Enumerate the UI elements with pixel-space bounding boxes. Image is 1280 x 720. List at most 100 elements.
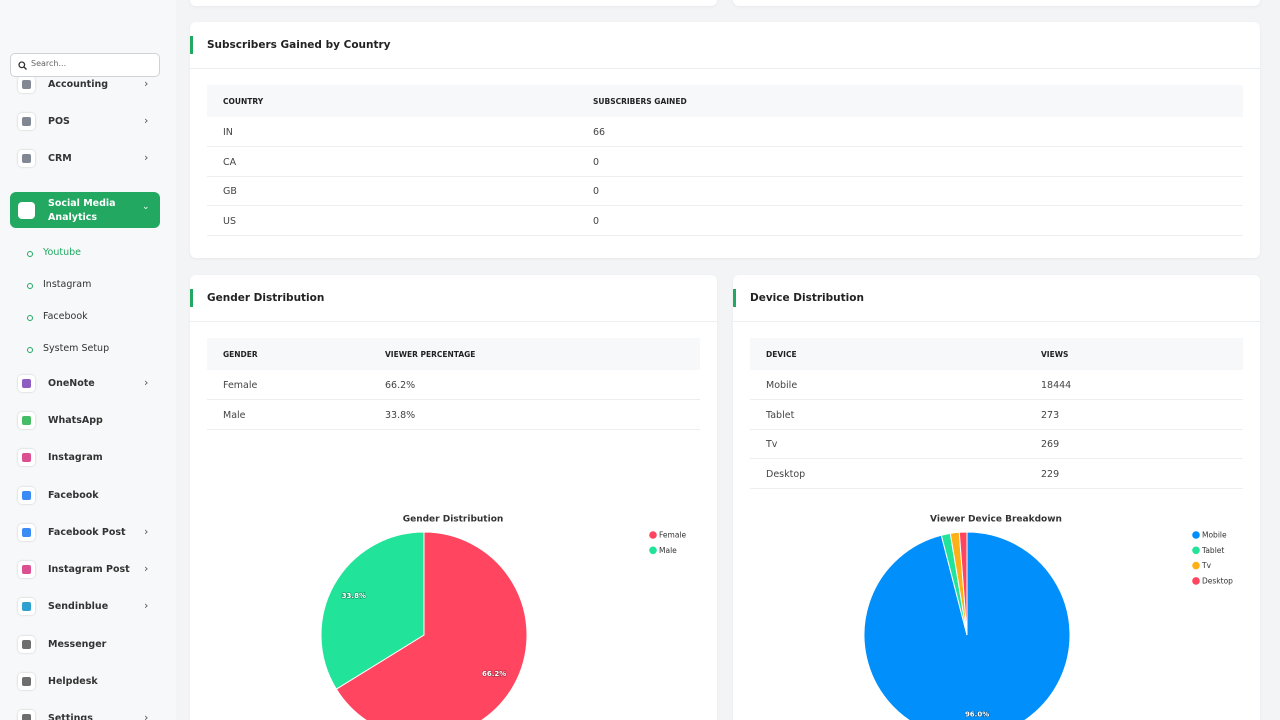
nav-item[interactable]: Instagram Post ›	[10, 558, 160, 582]
sub-nav-item[interactable]: Instagram	[43, 278, 92, 290]
table-header	[207, 338, 700, 370]
card-title: Gender Distribution	[207, 292, 325, 304]
legend-label: Tv	[1201, 561, 1212, 570]
table-cell: Desktop	[766, 468, 806, 480]
table-cell: 0	[593, 215, 600, 227]
legend-marker	[649, 531, 657, 539]
card-title: Device Distribution	[750, 292, 864, 304]
nav-item[interactable]: Messenger	[10, 633, 160, 657]
data-label: 66.2%	[482, 670, 506, 678]
sub-nav-item[interactable]: System Setup	[43, 342, 110, 354]
nav-label: Messenger	[48, 638, 107, 650]
sub-dot	[27, 282, 33, 289]
nav-icon-glyph	[22, 639, 31, 649]
search-placeholder: Search...	[31, 59, 67, 68]
nav-icon-glyph	[22, 117, 31, 126]
sub-dot	[27, 314, 33, 321]
sub-dot	[27, 346, 33, 353]
chevron: ›	[144, 562, 149, 576]
chevron: ›	[144, 77, 149, 90]
nav-icon-glyph	[22, 490, 31, 500]
table-header	[207, 85, 1243, 117]
data-label: 96.0%	[965, 711, 989, 719]
row-divider	[750, 458, 1243, 459]
nav-item[interactable]: Sendinblue ›	[10, 595, 160, 619]
pie-slice	[863, 531, 1071, 720]
table-cell: Mobile	[766, 380, 798, 391]
nav-label: WhatsApp	[48, 414, 103, 426]
chevron: ›	[144, 151, 149, 165]
nav-label: Accounting	[48, 79, 109, 90]
nav-icon-glyph	[22, 453, 31, 463]
legend-label: Desktop	[1202, 576, 1233, 585]
table-cell: 269	[1041, 439, 1060, 450]
sub-nav-item[interactable]: Youtube	[43, 246, 81, 258]
pie-slice	[320, 531, 425, 690]
nav-icon-glyph	[22, 527, 31, 537]
nav-label: Facebook Post	[48, 526, 126, 538]
table-cell: Female	[223, 380, 258, 391]
table-cell: CA	[223, 156, 237, 168]
table-header-cell: DEVICE	[766, 350, 797, 359]
nav-icon-glyph	[22, 80, 31, 89]
table-cell: 273	[1041, 409, 1060, 421]
table-header-cell: VIEWS	[1041, 350, 1069, 359]
chevron: ›	[144, 524, 149, 538]
legend-label: Tablet	[1201, 546, 1224, 555]
table-cell: 66.2%	[385, 380, 416, 391]
nav-label: Social Media Analytics	[48, 197, 116, 223]
chart-title: Viewer Device Breakdown	[930, 515, 1062, 525]
nav-item[interactable]: Facebook Post ›	[10, 521, 160, 545]
card	[190, 0, 717, 6]
row-divider	[207, 234, 1243, 236]
row-divider	[207, 146, 1243, 147]
divider	[733, 321, 1260, 322]
nav-item[interactable]: POS ›	[10, 110, 160, 134]
nav-icon	[18, 201, 35, 219]
table-header	[750, 338, 1243, 370]
table-cell: 0	[593, 156, 600, 168]
nav-item[interactable]: Facebook	[10, 484, 160, 508]
nav-item[interactable]: Instagram	[10, 446, 160, 470]
divider	[190, 68, 1260, 69]
table-cell: Male	[223, 409, 246, 421]
nav-item-active[interactable]: Social Media Analytics ⌄	[10, 191, 160, 228]
pie-slice	[335, 531, 528, 720]
legend-marker	[1192, 546, 1200, 555]
sub-nav-item[interactable]: Facebook	[43, 310, 88, 322]
table-cell: 33.8%	[385, 409, 416, 421]
search-box[interactable]: Search...	[10, 53, 160, 77]
nav-icon-glyph	[22, 677, 31, 686]
card-accent	[190, 36, 193, 54]
nav-label: Instagram	[48, 452, 103, 464]
nav-icon-glyph	[22, 378, 31, 388]
table-cell: 18444	[1041, 380, 1072, 391]
nav-label: POS	[48, 116, 70, 127]
nav-item[interactable]: Settings ›	[10, 707, 160, 720]
sub-dot	[27, 250, 33, 257]
nav-item[interactable]: Accounting ›	[10, 73, 160, 97]
chevron: ›	[144, 375, 149, 389]
legend-marker	[1192, 531, 1200, 539]
table-header-cell: COUNTRY	[223, 97, 264, 106]
table-cell: US	[223, 215, 236, 227]
card-accent	[190, 289, 193, 307]
nav-item[interactable]: WhatsApp	[10, 409, 160, 433]
nav-item[interactable]: CRM ›	[10, 147, 160, 171]
chart: Gender Distribution 66.2% 33.8% Female Male	[320, 515, 687, 720]
nav-item[interactable]: Helpdesk	[10, 670, 160, 694]
search-icon	[18, 61, 27, 70]
nav-label: CRM	[48, 153, 72, 165]
nav-label: Sendinblue	[48, 601, 109, 613]
nav-item[interactable]: OneNote ›	[10, 372, 160, 396]
row-divider	[750, 487, 1243, 489]
chevron: ⌄	[142, 201, 150, 212]
table-header-cell: VIEWER PERCENTAGE	[385, 350, 476, 359]
row-divider	[207, 205, 1243, 206]
table-header-cell: GENDER	[223, 350, 258, 359]
card: Gender Distribution GENDER VIEWER PERCENTA…	[190, 275, 717, 720]
sidebar: Search... Accounting › POS › CRM › Social Medi…	[0, 0, 176, 720]
data-label: 33.8%	[342, 592, 366, 600]
nav-label: Instagram Post	[48, 564, 130, 576]
